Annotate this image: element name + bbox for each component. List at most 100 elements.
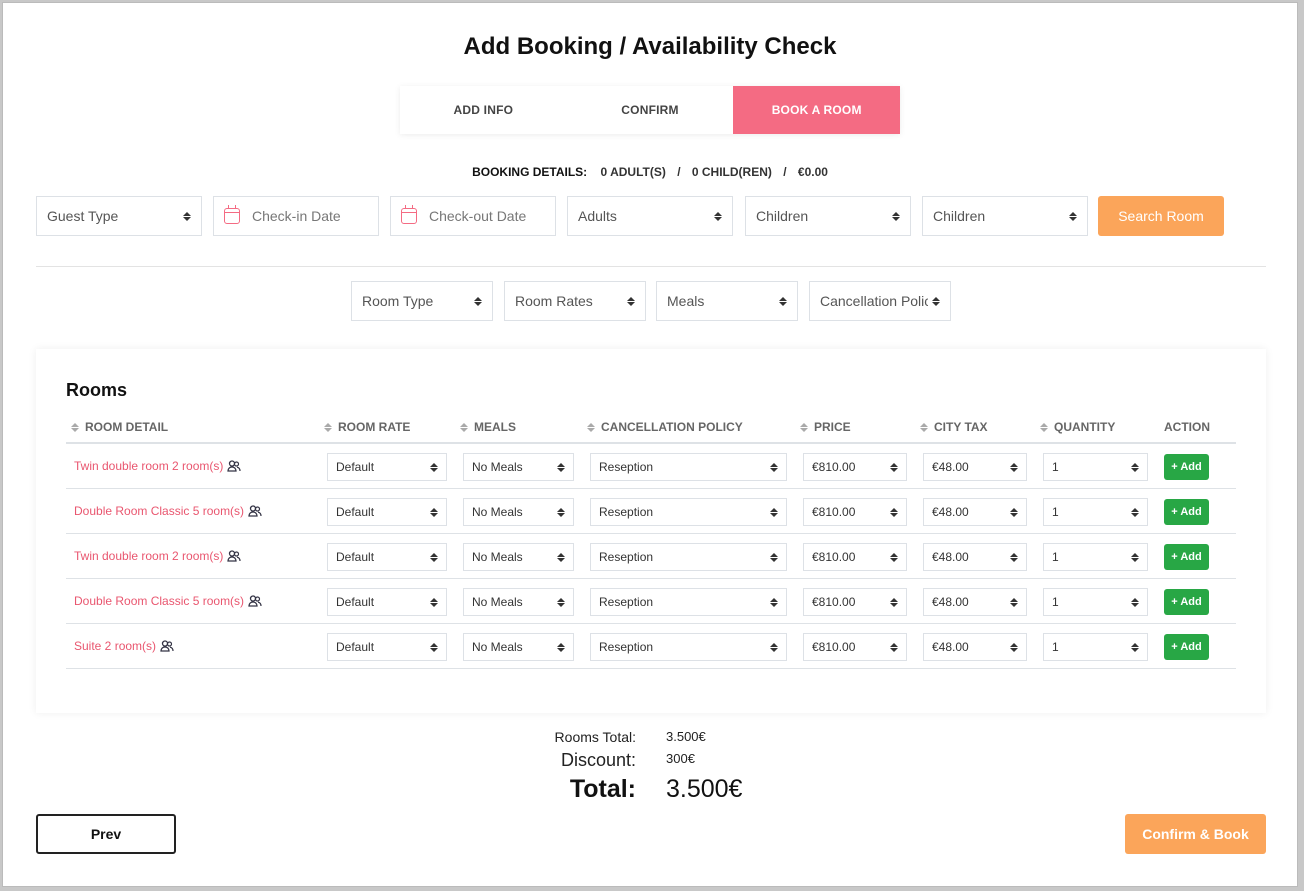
sort-icon <box>1069 211 1077 221</box>
add-room-button[interactable]: + Add <box>1164 499 1209 525</box>
quantity-select[interactable]: 1 <box>1043 633 1148 661</box>
price-select[interactable]: €810.00 <box>803 453 907 481</box>
cancellation-policy-filter[interactable]: Cancellation Policy <box>809 281 951 321</box>
city-tax-select[interactable]: €48.00 <box>923 543 1027 571</box>
col-cancellation-policy[interactable]: CANCELLATION POLICY <box>587 420 743 434</box>
col-city-tax[interactable]: CITY TAX <box>920 420 988 434</box>
room-rate-value: Default <box>336 550 375 564</box>
quantity-select[interactable]: 1 <box>1043 543 1148 571</box>
room-detail-link[interactable]: Double Room Classic 5 room(s) <box>74 594 262 608</box>
table-row: Double Room Classic 5 room(s) Default No M… <box>66 579 1236 624</box>
table-header: ROOM DETAIL ROOM RATE MEALS CANCELLATION… <box>66 414 1236 444</box>
people-icon <box>227 550 241 562</box>
guest-type-select[interactable]: Guest Type <box>36 196 202 236</box>
room-rates-filter[interactable]: Room Rates <box>504 281 646 321</box>
room-rate-select[interactable]: Default <box>327 453 447 481</box>
sort-icon <box>557 462 565 472</box>
meals-select[interactable]: No Meals <box>463 543 574 571</box>
meals-select[interactable]: No Meals <box>463 498 574 526</box>
sort-icon <box>890 507 898 517</box>
sort-icon <box>1131 462 1139 472</box>
tab-confirm[interactable]: CONFIRM <box>621 103 679 117</box>
add-room-button[interactable]: + Add <box>1164 634 1209 660</box>
room-detail-link[interactable]: Double Room Classic 5 room(s) <box>74 504 262 518</box>
meals-select[interactable]: No Meals <box>463 588 574 616</box>
discount-label: Discount: <box>560 750 636 770</box>
quantity-select[interactable]: 1 <box>1043 453 1148 481</box>
sort-icon <box>460 422 468 432</box>
room-rate-select[interactable]: Default <box>327 498 447 526</box>
calendar-icon <box>401 205 417 224</box>
city-tax-select[interactable]: €48.00 <box>923 588 1027 616</box>
price-select[interactable]: €810.00 <box>803 543 907 571</box>
search-room-button[interactable]: Search Room <box>1098 196 1224 236</box>
city-tax-select[interactable]: €48.00 <box>923 498 1027 526</box>
col-price[interactable]: PRICE <box>800 420 851 434</box>
quantity-select[interactable]: 1 <box>1043 498 1148 526</box>
checkout-date-input[interactable]: Check-out Date <box>390 196 556 236</box>
checkin-date-placeholder: Check-in Date <box>252 208 341 224</box>
sort-icon <box>324 422 332 432</box>
people-icon <box>248 595 262 607</box>
price-select[interactable]: €810.00 <box>803 588 907 616</box>
col-meals[interactable]: MEALS <box>460 420 516 434</box>
col-label: MEALS <box>474 420 516 434</box>
sort-icon <box>1010 642 1018 652</box>
room-detail-link[interactable]: Twin double room 2 room(s) <box>74 459 241 473</box>
quantity-select[interactable]: 1 <box>1043 588 1148 616</box>
meals-filter[interactable]: Meals <box>656 281 798 321</box>
booking-amount: €0.00 <box>797 165 828 179</box>
room-rate-select[interactable]: Default <box>327 543 447 571</box>
checkin-date-input[interactable]: Check-in Date <box>213 196 379 236</box>
children-ages-select[interactable]: Children <box>922 196 1088 236</box>
booking-adults: 0 ADULT(S) <box>600 165 666 179</box>
add-room-button[interactable]: + Add <box>1164 589 1209 615</box>
room-detail-link[interactable]: Twin double room 2 room(s) <box>74 549 241 563</box>
sort-icon <box>800 422 808 432</box>
cancellation-policy-select[interactable]: Reseption <box>590 453 787 481</box>
sort-icon <box>430 642 438 652</box>
sort-icon <box>430 507 438 517</box>
rooms-title: Rooms <box>66 380 128 400</box>
col-room-detail[interactable]: ROOM DETAIL <box>71 420 168 434</box>
rooms-table: ROOM DETAIL ROOM RATE MEALS CANCELLATION… <box>66 414 1236 669</box>
meals-select[interactable]: No Meals <box>463 453 574 481</box>
cancellation-policy-select[interactable]: Reseption <box>590 498 787 526</box>
prev-button[interactable]: Prev <box>36 814 176 854</box>
price-select[interactable]: €810.00 <box>803 498 907 526</box>
room-type-value: Room Type <box>362 293 434 309</box>
room-detail-text: Double Room Classic 5 room(s) <box>74 504 245 518</box>
room-rate-select[interactable]: Default <box>327 633 447 661</box>
adults-select[interactable]: Adults <box>567 196 733 236</box>
col-room-rate[interactable]: ROOM RATE <box>324 420 410 434</box>
sort-icon <box>1010 597 1018 607</box>
room-type-filter[interactable]: Room Type <box>351 281 493 321</box>
price-select[interactable]: €810.00 <box>803 633 907 661</box>
price-value: €810.00 <box>812 460 856 474</box>
meals-select[interactable]: No Meals <box>463 633 574 661</box>
room-rates-value: Room Rates <box>515 293 593 309</box>
tab-add-info[interactable]: ADD INFO <box>453 103 514 117</box>
meals-value: No Meals <box>472 640 523 654</box>
room-rate-value: Default <box>336 505 375 519</box>
sort-icon <box>770 507 778 517</box>
calendar-icon <box>224 205 240 224</box>
separator: / <box>783 165 787 179</box>
sort-icon <box>932 296 940 306</box>
city-tax-select[interactable]: €48.00 <box>923 453 1027 481</box>
cancellation-policy-select[interactable]: Reseption <box>590 588 787 616</box>
add-room-button[interactable]: + Add <box>1164 454 1209 480</box>
tab-book-a-room[interactable]: BOOK A ROOM <box>733 86 901 134</box>
children-select[interactable]: Children <box>745 196 911 236</box>
sort-icon <box>770 597 778 607</box>
confirm-book-button[interactable]: Confirm & Book <box>1125 814 1266 854</box>
col-quantity[interactable]: QUANTITY <box>1040 420 1115 434</box>
room-rate-select[interactable]: Default <box>327 588 447 616</box>
cancellation-policy-select[interactable]: Reseption <box>590 633 787 661</box>
city-tax-select[interactable]: €48.00 <box>923 633 1027 661</box>
room-detail-link[interactable]: Suite 2 room(s) <box>74 639 174 653</box>
cancellation-policy-select[interactable]: Reseption <box>590 543 787 571</box>
add-room-button[interactable]: + Add <box>1164 544 1209 570</box>
sort-icon <box>770 552 778 562</box>
